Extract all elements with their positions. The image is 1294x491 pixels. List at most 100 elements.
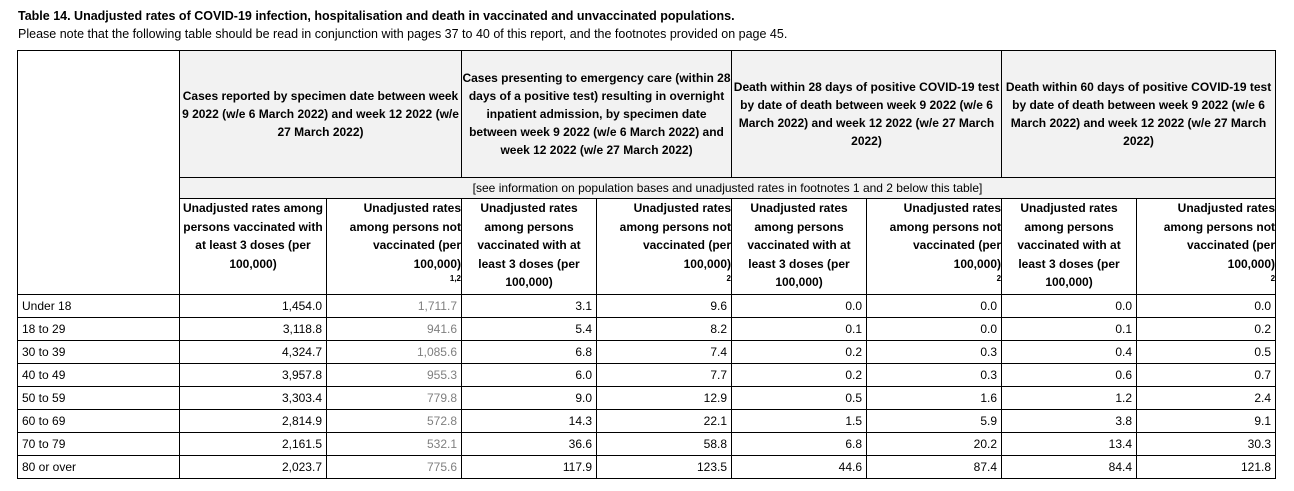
- rate-cell: 0.1: [1001, 317, 1138, 341]
- table-row: 40 to 49 3,957.8 955.3 6.0 7.7 0.2 0.3 0.6 0.7: [17, 363, 1277, 387]
- rate-cell: 30.3: [1136, 432, 1277, 456]
- rate-cell: 22.1: [596, 409, 732, 433]
- rate-cell: 7.7: [596, 363, 732, 387]
- rate-cell: 0.3: [865, 363, 1003, 387]
- rate-cell: 0.3: [865, 340, 1003, 364]
- age-band-cell: 60 to 69: [17, 409, 180, 433]
- rate-cell: 0.4: [1001, 340, 1138, 364]
- rate-cell: 0.6: [1001, 363, 1138, 387]
- table-row: 80 or over 2,023.7 775.6 117.9 123.5 44.6 87.4…: [17, 455, 1277, 479]
- rate-cell: 1,454.0: [179, 294, 327, 318]
- footnote-ref: 2: [1270, 274, 1276, 283]
- group-header-cases: Cases reported by specimen date between …: [179, 50, 462, 178]
- rate-cell: 14.3: [461, 409, 597, 433]
- rate-cell: 572.8: [326, 409, 462, 433]
- rate-cell: 13.4: [1001, 432, 1138, 456]
- rate-cell: 955.3: [326, 363, 462, 387]
- table-row: 18 to 29 3,118.8 941.6 5.4 8.2 0.1 0.0 0.1 0.2: [17, 317, 1277, 341]
- rate-cell: 6.8: [731, 432, 867, 456]
- rate-cell: 8.2: [596, 317, 732, 341]
- rate-cell: 84.4: [1001, 455, 1138, 479]
- table-row: 30 to 39 4,324.7 1,085.6 6.8 7.4 0.2 0.3 0.4 0.5: [17, 340, 1277, 364]
- rate-cell: 0.2: [731, 340, 867, 364]
- rate-cell: 0.7: [1136, 363, 1277, 387]
- age-band-cell: 50 to 59: [17, 386, 180, 410]
- age-band-cell: 40 to 49: [17, 363, 180, 387]
- footnote-row: [see information on population bases and…: [178, 177, 1277, 199]
- rate-cell: 6.0: [461, 363, 597, 387]
- rate-cell: 2,814.9: [179, 409, 327, 433]
- table-row: Under 18 1,454.0 1,711.7 3.1 9.6 0.0 0.0 0.0 0.0: [17, 294, 1277, 318]
- rate-cell: 3,957.8: [179, 363, 327, 387]
- rate-cell: 117.9: [461, 455, 597, 479]
- group-header-admissions: Cases presenting to emergency care (with…: [461, 50, 732, 178]
- age-band-cell: 30 to 39: [17, 340, 180, 364]
- rate-cell: 7.4: [596, 340, 732, 364]
- subheader-vaccinated: Unadjusted rates among persons vaccinate…: [461, 198, 597, 295]
- age-band-cell: 80 or over: [17, 455, 180, 479]
- table-note: Please note that the following table sho…: [18, 27, 788, 41]
- rate-cell: 2.4: [1136, 386, 1277, 410]
- subheader-unvaccinated: Unadjusted rates among persons not vacci…: [1136, 198, 1277, 295]
- rate-cell: 36.6: [461, 432, 597, 456]
- table-row: 60 to 69 2,814.9 572.8 14.3 22.1 1.5 5.9 3.8 9.1: [17, 409, 1277, 433]
- rate-cell: 9.6: [596, 294, 732, 318]
- rate-cell: 0.0: [865, 294, 1003, 318]
- rate-cell: 9.1: [1136, 409, 1277, 433]
- group-header-death-28: Death within 28 days of positive COVID-1…: [730, 50, 1003, 178]
- subheader-vaccinated: Unadjusted rates among persons vaccinate…: [179, 198, 327, 295]
- rate-cell: 0.5: [731, 386, 867, 410]
- table-row: 50 to 59 3,303.4 779.8 9.0 12.9 0.5 1.6 1.2 2.4: [17, 386, 1277, 410]
- rate-cell: 2,023.7: [179, 455, 327, 479]
- age-band-cell: 70 to 79: [17, 432, 180, 456]
- rate-cell: 1,711.7: [326, 294, 462, 318]
- rate-cell: 2,161.5: [179, 432, 327, 456]
- rate-cell: 532.1: [326, 432, 462, 456]
- table-body: Under 18 1,454.0 1,711.7 3.1 9.6 0.0 0.0 0.0 0.0…: [17, 294, 1277, 479]
- rate-cell: 58.8: [596, 432, 732, 456]
- rate-cell: 0.0: [1001, 294, 1138, 318]
- rate-cell: 0.0: [1136, 294, 1277, 318]
- rate-cell: 3,118.8: [179, 317, 327, 341]
- rate-cell: 1.6: [865, 386, 1003, 410]
- rate-cell: 775.6: [326, 455, 462, 479]
- rate-cell: 0.0: [865, 317, 1003, 341]
- subheader-vaccinated: Unadjusted rates among persons vaccinate…: [731, 198, 867, 295]
- rate-cell: 6.8: [461, 340, 597, 364]
- rate-cell: 9.0: [461, 386, 597, 410]
- rate-cell: 12.9: [596, 386, 732, 410]
- subheader-unvaccinated: Unadjusted rates among persons not vacci…: [596, 198, 732, 295]
- rate-cell: 123.5: [596, 455, 732, 479]
- group-header-death-60: Death within 60 days of positive COVID-1…: [1001, 50, 1277, 178]
- footnote-ref: 2: [726, 274, 731, 283]
- corner-cell: [17, 50, 180, 295]
- rate-cell: 0.2: [1136, 317, 1277, 341]
- rate-cell: 779.8: [326, 386, 462, 410]
- age-band-cell: 18 to 29: [17, 317, 180, 341]
- rate-cell: 1,085.6: [326, 340, 462, 364]
- rate-cell: 3.1: [461, 294, 597, 318]
- rate-cell: 3,303.4: [179, 386, 327, 410]
- rate-cell: 1.5: [731, 409, 867, 433]
- footnote-ref: 1,2: [449, 274, 461, 283]
- rate-cell: 121.8: [1136, 455, 1277, 479]
- table-row: 70 to 79 2,161.5 532.1 36.6 58.8 6.8 20.2 13.4 3…: [17, 432, 1277, 456]
- rate-cell: 0.1: [731, 317, 867, 341]
- subheader-vaccinated: Unadjusted rates among persons vaccinate…: [1001, 198, 1138, 295]
- rate-cell: 3.8: [1001, 409, 1138, 433]
- rate-cell: 5.4: [461, 317, 597, 341]
- age-band-cell: Under 18: [17, 294, 180, 318]
- rate-cell: 5.9: [865, 409, 1003, 433]
- rates-table: Cases reported by specimen date between …: [17, 50, 1277, 479]
- footnote-ref: 2: [996, 274, 1002, 283]
- rate-cell: 0.0: [731, 294, 867, 318]
- rate-cell: 44.6: [731, 455, 867, 479]
- rate-cell: 20.2: [865, 432, 1003, 456]
- rate-cell: 4,324.7: [179, 340, 327, 364]
- rate-cell: 0.5: [1136, 340, 1277, 364]
- rate-cell: 941.6: [326, 317, 462, 341]
- rate-cell: 1.2: [1001, 386, 1138, 410]
- table-title: Table 14. Unadjusted rates of COVID-19 i…: [18, 9, 735, 23]
- rate-cell: 87.4: [865, 455, 1003, 479]
- subheader-unvaccinated: Unadjusted rates among persons not vacci…: [326, 198, 462, 295]
